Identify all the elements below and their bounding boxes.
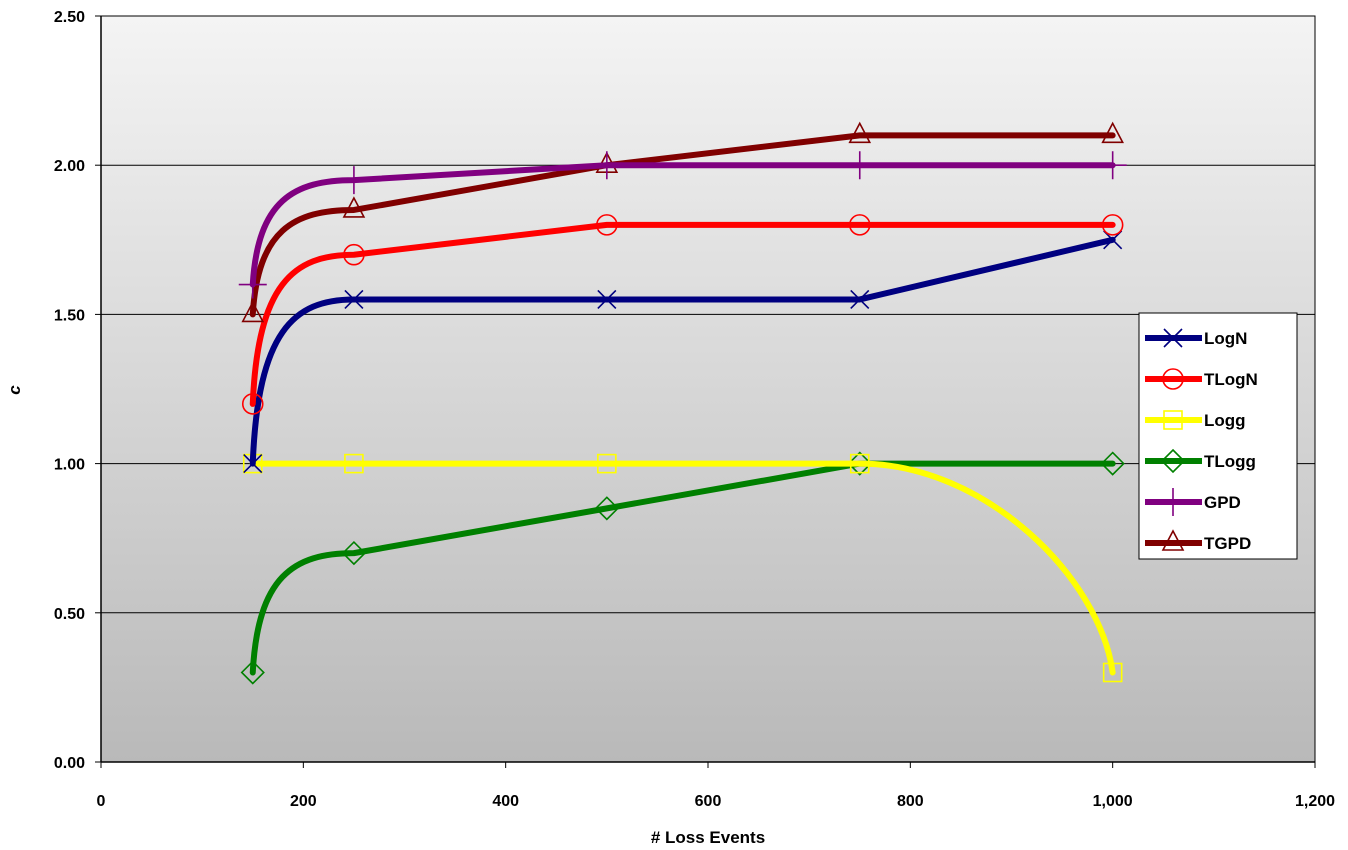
y-axis-title: c [5, 385, 24, 395]
legend-marker [1160, 448, 1186, 474]
y-tick-label: 0.50 [54, 606, 85, 623]
legend-marker [1161, 529, 1185, 551]
data-point [848, 121, 872, 144]
legend-label: GPD [1204, 493, 1241, 512]
y-tick-label: 1.50 [54, 307, 85, 324]
tick-labels: 0.00 0.50 1.00 1.50 2.00 2.50 0 200 400 600 800 1,0… [54, 9, 1335, 810]
data-point [341, 540, 367, 566]
series-line [249, 132, 1116, 318]
legend-item: TGPD [1145, 529, 1251, 553]
legend-label: LogN [1204, 329, 1247, 348]
legend-label: TGPD [1204, 534, 1251, 553]
data-point [1098, 151, 1127, 180]
legend-item: TLogg [1145, 448, 1256, 474]
data-point [596, 214, 618, 236]
series-TLogN [241, 214, 1124, 415]
data-point [592, 151, 621, 180]
series-line [249, 460, 1116, 676]
legend-item: TLogN [1145, 368, 1258, 390]
data-point [1101, 214, 1124, 236]
legend-box [1138, 312, 1298, 560]
data-point [850, 289, 870, 310]
x-tick-label: 1,200 [1295, 793, 1335, 810]
y-tick-label: 0.00 [54, 755, 85, 772]
y-tick-label: 1.00 [54, 457, 85, 474]
data-point [1100, 451, 1125, 476]
plot-area [100, 15, 1316, 763]
axes [95, 15, 1316, 768]
x-tick-label: 800 [897, 793, 924, 810]
data-point [238, 270, 267, 299]
data-point [344, 453, 364, 474]
data-point [339, 166, 368, 195]
legend-label: TLogg [1204, 452, 1256, 471]
legend-item: GPD [1145, 488, 1241, 516]
x-tick-label: 1,000 [1093, 793, 1133, 810]
series-layer [238, 121, 1127, 685]
series-LogN [243, 230, 1123, 474]
legend-marker [1159, 488, 1187, 516]
x-tick-label: 0 [97, 793, 106, 810]
legend-label: TLogN [1204, 370, 1258, 389]
data-point [594, 496, 619, 521]
series-Logg [242, 453, 1123, 683]
x-tick-label: 200 [290, 793, 317, 810]
y-tick-label: 2.00 [54, 158, 85, 175]
data-point [1102, 662, 1123, 683]
legend-marker [1163, 328, 1183, 348]
series-line [249, 460, 1116, 676]
data-point [241, 393, 264, 415]
series-GPD [238, 151, 1127, 299]
data-point [597, 289, 617, 310]
legend-marker [1163, 410, 1183, 430]
series-TGPD [241, 121, 1124, 323]
data-point [241, 300, 265, 323]
legend-label: Logg [1204, 411, 1246, 430]
data-point [845, 151, 874, 180]
legend: LogN TLogN Logg TLogg GPD TGPD [1138, 312, 1298, 560]
legend-marker [1162, 368, 1184, 390]
series-line [249, 221, 1116, 407]
x-tick-label: 600 [695, 793, 722, 810]
x-axis-title: # Loss Events [651, 828, 765, 847]
data-point [342, 196, 366, 218]
y-tick-label: 2.50 [54, 9, 85, 26]
data-point [240, 660, 265, 685]
legend-item: LogN [1145, 328, 1247, 348]
data-point [343, 243, 365, 266]
x-tick-label: 400 [492, 793, 519, 810]
data-point [847, 451, 872, 476]
data-point [849, 453, 870, 474]
data-point [597, 453, 617, 474]
series-TLogg [240, 451, 1125, 685]
legend-item: Logg [1145, 410, 1246, 430]
data-point [344, 289, 364, 310]
data-point [848, 214, 871, 236]
data-point [1101, 121, 1124, 144]
data-point [243, 454, 263, 474]
